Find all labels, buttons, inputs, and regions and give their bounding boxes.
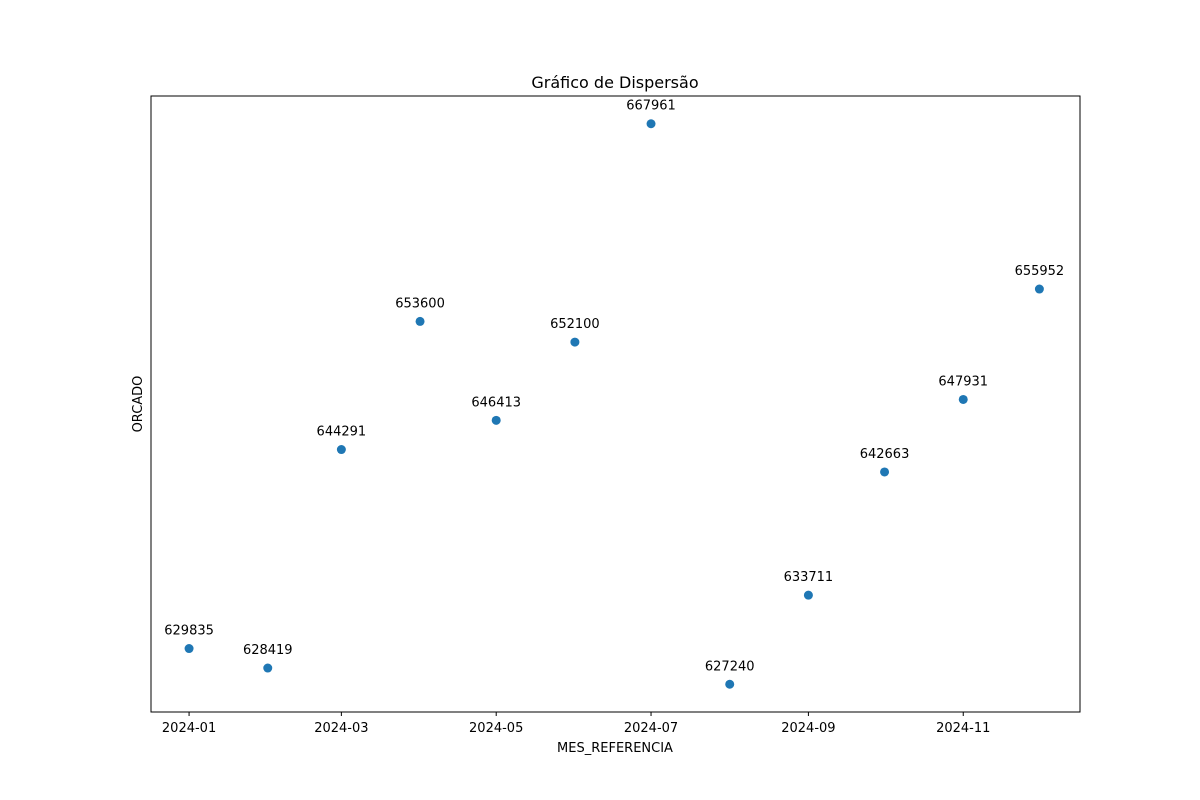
y-axis-label: ORCADO: [131, 376, 146, 433]
data-label: 629835: [164, 624, 214, 639]
data-label: 667961: [626, 99, 676, 114]
x-tick-label: 2024-09: [781, 721, 835, 736]
x-tick-label: 2024-07: [624, 721, 678, 736]
data-labels: 629835 628419 644291 653600 646413 652100 6679…: [164, 99, 1064, 675]
data-label: 642663: [860, 447, 910, 462]
data-label: 646413: [471, 395, 521, 410]
data-point: [570, 337, 580, 347]
data-point: [958, 394, 968, 404]
x-tick-label: 2024-03: [314, 721, 368, 736]
x-tick-label: 2024-01: [162, 721, 216, 736]
chart-title: Gráfico de Dispersão: [531, 73, 698, 92]
data-label: 628419: [243, 643, 293, 658]
data-label: 655952: [1015, 264, 1065, 279]
x-axis-label: MES_REFERENCIA: [557, 741, 673, 756]
data-point: [336, 445, 346, 455]
data-point: [803, 590, 813, 600]
x-axis: 2024-01 2024-03 2024-05 2024-07 2024-09 2024-…: [162, 712, 990, 736]
data-point: [491, 415, 501, 425]
data-point: [725, 679, 735, 689]
data-point: [1034, 284, 1044, 294]
data-label: 647931: [938, 374, 988, 389]
data-point: [184, 644, 194, 654]
x-tick-label: 2024-05: [469, 721, 523, 736]
data-label: 627240: [705, 659, 755, 674]
data-point: [263, 663, 273, 673]
data-points: [184, 119, 1044, 689]
data-label: 653600: [395, 296, 445, 311]
data-point: [880, 467, 890, 477]
data-point: [415, 316, 425, 326]
plot-area-frame: [150, 95, 1081, 713]
data-label: 652100: [550, 317, 600, 332]
data-point: [646, 119, 656, 129]
data-label: 644291: [317, 425, 367, 440]
x-tick-label: 2024-11: [936, 721, 990, 736]
data-label: 633711: [784, 570, 834, 585]
